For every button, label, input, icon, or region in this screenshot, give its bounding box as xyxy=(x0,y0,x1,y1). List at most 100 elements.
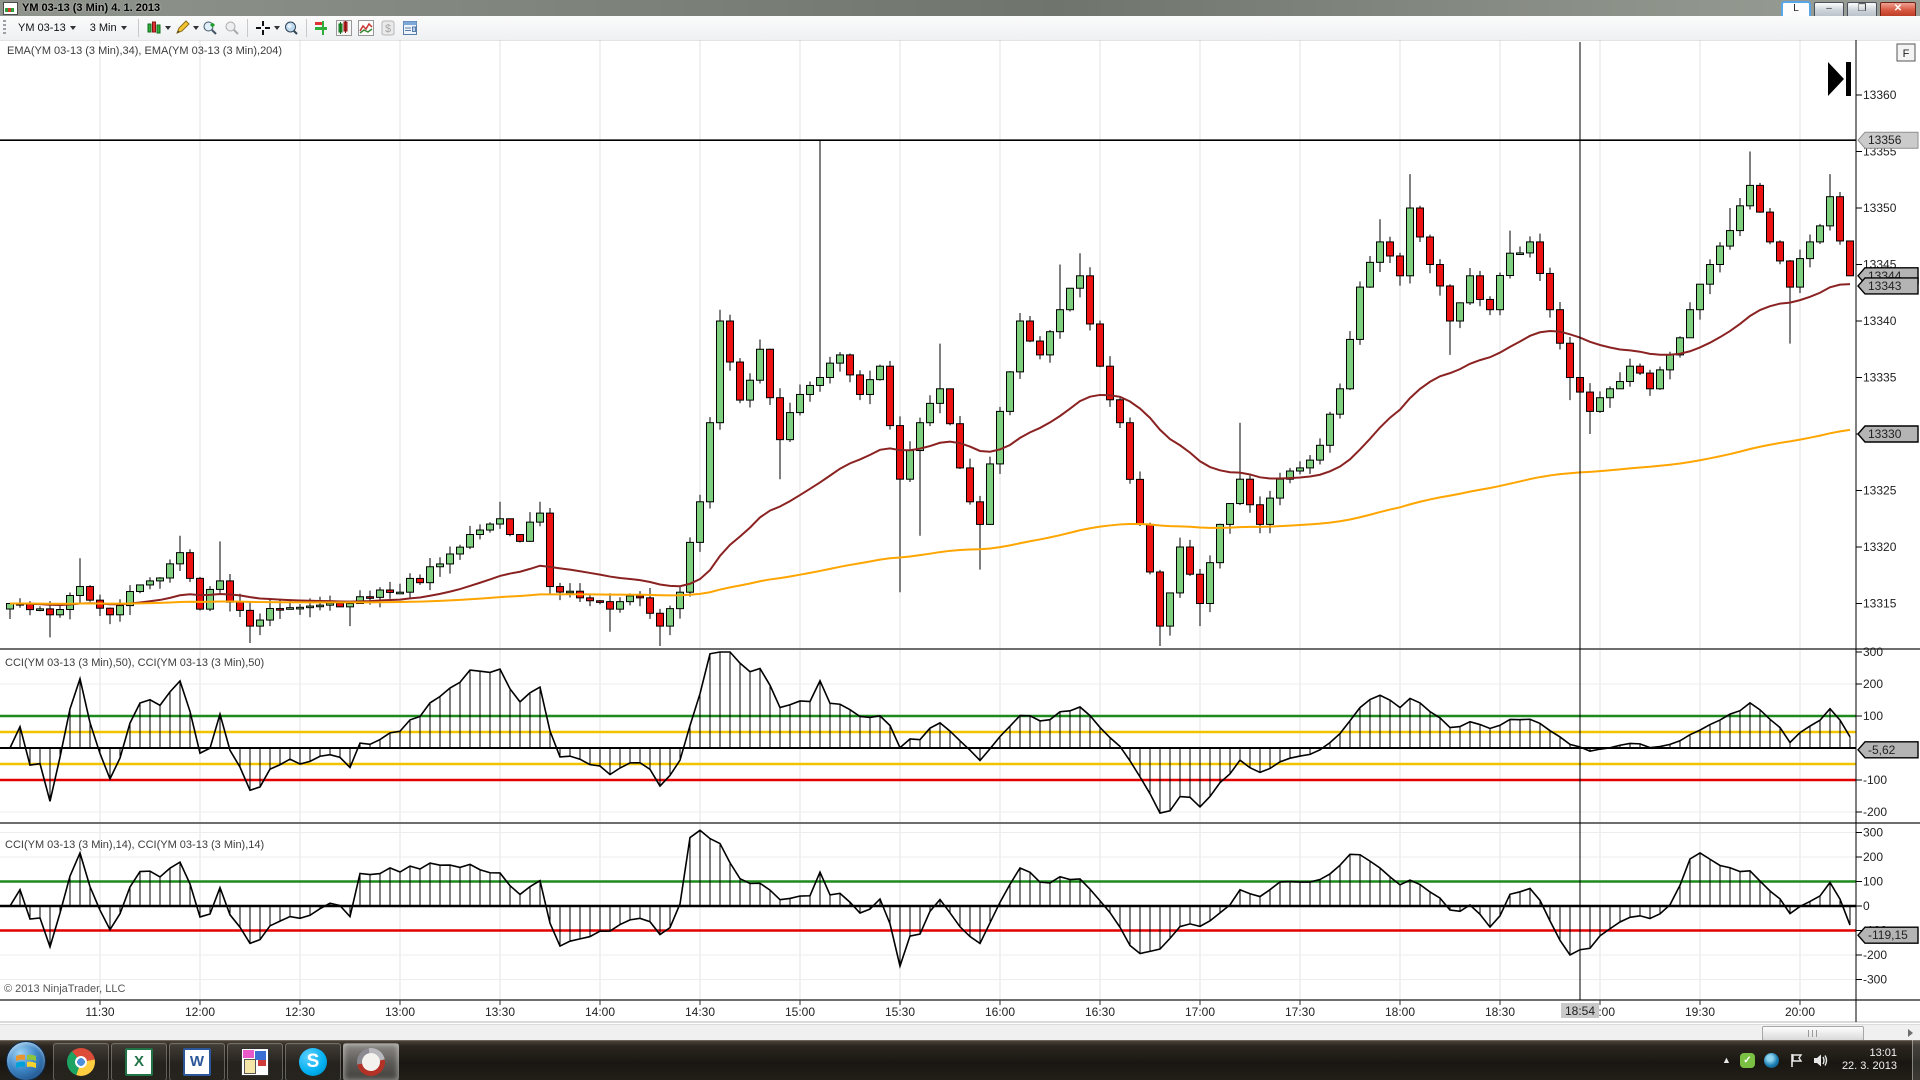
go-to-last-bar-icon[interactable] xyxy=(1828,62,1851,96)
chart-canvas[interactable]: 1336013355133501334513340133351333013325… xyxy=(0,39,1920,1024)
price-marker xyxy=(1857,425,1919,443)
candle-up xyxy=(156,577,164,582)
chart-horizontal-scrollbar[interactable] xyxy=(0,1024,1920,1041)
candle-up xyxy=(806,384,814,395)
candle-down xyxy=(1636,365,1644,374)
chart-style-button[interactable] xyxy=(144,18,164,38)
candle-down xyxy=(46,608,54,616)
chart-trader-button[interactable] xyxy=(312,18,332,38)
action-center-flag-icon[interactable] xyxy=(1788,1052,1804,1068)
taskbar-clock[interactable]: 13:01 22. 3. 2013 xyxy=(1842,1047,1897,1073)
zoom-out-icon xyxy=(225,21,239,35)
data-series-button[interactable] xyxy=(334,18,354,38)
taskbar-app-ninjatrader[interactable] xyxy=(343,1042,399,1080)
cci14-tick-label: 300 xyxy=(1863,826,1883,840)
candle-up xyxy=(836,354,844,364)
candle-down xyxy=(1086,275,1094,325)
chevron-down-icon[interactable] xyxy=(164,26,171,30)
chart-area[interactable]: 1336013355133501334513340133351333013325… xyxy=(0,39,1920,1024)
instrument-selector[interactable]: YM 03-13 xyxy=(11,19,83,37)
taskbar-app-excel[interactable]: X xyxy=(111,1043,167,1080)
crosshair-icon xyxy=(255,21,270,35)
chevron-down-icon[interactable] xyxy=(192,26,199,30)
time-tick-label: 18:30 xyxy=(1485,1005,1515,1019)
candle-up xyxy=(1606,388,1614,399)
candle-up xyxy=(876,365,884,381)
candle-down xyxy=(276,608,284,611)
candle-down xyxy=(886,365,894,427)
candle-up xyxy=(536,512,544,523)
taskbar-app-dictionary[interactable] xyxy=(227,1043,283,1080)
candle-down xyxy=(1536,241,1544,274)
show-desktop-button[interactable] xyxy=(1912,1040,1920,1080)
taskbar: X W S xyxy=(0,1040,1920,1080)
cci50-line xyxy=(9,651,1851,814)
account-button[interactable]: $ xyxy=(378,18,398,38)
candle-down xyxy=(1776,241,1784,262)
scrollbar-thumb[interactable] xyxy=(1762,1026,1864,1041)
cursor-mode-button[interactable] xyxy=(253,18,273,38)
candle-up xyxy=(466,534,474,548)
taskbar-app-chrome[interactable] xyxy=(53,1043,109,1080)
candle-down xyxy=(336,602,344,608)
candle-down xyxy=(776,397,784,441)
candle-down xyxy=(1156,571,1164,627)
scrollbar-right-arrow[interactable] xyxy=(1903,1027,1918,1039)
candle-down xyxy=(846,354,854,376)
start-button[interactable] xyxy=(6,1041,46,1080)
chevron-down-icon[interactable] xyxy=(273,26,280,30)
candle-down xyxy=(646,597,654,614)
price-marker xyxy=(1857,131,1919,149)
candle-down xyxy=(1446,285,1454,322)
dollar-icon: $ xyxy=(381,20,395,36)
candle-up xyxy=(716,320,724,424)
candle-up xyxy=(326,602,334,606)
candle-down xyxy=(896,425,904,480)
candle-up xyxy=(1456,302,1464,322)
candle-up xyxy=(1016,320,1024,373)
candle-up xyxy=(1236,478,1244,505)
skype-status-icon[interactable]: ✓ xyxy=(1739,1052,1755,1068)
candle-up xyxy=(1406,207,1414,277)
candle-down xyxy=(546,512,554,588)
candle-down xyxy=(186,552,194,579)
indicators-button[interactable] xyxy=(356,18,376,38)
candle-up xyxy=(1616,381,1624,390)
candle-down xyxy=(506,518,514,536)
toolbar-grip[interactable] xyxy=(3,20,6,36)
candle-down xyxy=(1256,504,1264,525)
candle-up xyxy=(1066,287,1074,311)
candle-up xyxy=(996,410,1004,465)
candle-up xyxy=(216,580,224,590)
cci50-tick-label: -100 xyxy=(1863,773,1887,787)
candle-down xyxy=(636,595,644,599)
window-title: YM 03-13 (3 Min) 4. 1. 2013 xyxy=(22,2,161,14)
zoom-out-button[interactable] xyxy=(222,18,242,38)
data-box-button[interactable] xyxy=(281,18,301,38)
candle-up xyxy=(166,563,174,579)
candle-up xyxy=(1496,274,1504,311)
window-titlebar[interactable]: YM 03-13 (3 Min) 4. 1. 2013 L – ❐ ✕ xyxy=(0,0,1920,19)
chart-trader-icon xyxy=(314,21,327,35)
price-tick-label: 13325 xyxy=(1863,484,1897,498)
chrome-icon xyxy=(67,1048,95,1076)
zoom-in-button[interactable] xyxy=(200,18,220,38)
tray-app-icon[interactable] xyxy=(1763,1052,1779,1068)
candle-up xyxy=(436,563,444,568)
candle-down xyxy=(946,388,954,425)
candle-up xyxy=(486,523,494,531)
taskbar-app-word[interactable]: W xyxy=(169,1043,225,1080)
fixed-scale-button[interactable] xyxy=(1896,43,1916,62)
properties-button[interactable] xyxy=(400,18,420,38)
candle-up xyxy=(1176,546,1184,594)
candle-up xyxy=(1306,459,1314,469)
candle-down xyxy=(236,601,244,611)
volume-icon[interactable] xyxy=(1813,1052,1829,1068)
interval-selector[interactable]: 3 Min xyxy=(83,19,134,37)
drawing-tools-button[interactable] xyxy=(172,18,192,38)
candle-down xyxy=(1846,240,1854,277)
taskbar-app-skype[interactable]: S xyxy=(285,1043,341,1080)
candle-up xyxy=(1076,275,1084,289)
hidden-icons-button[interactable]: ▲ xyxy=(1722,1055,1731,1065)
minimize-button[interactable]: – xyxy=(1814,2,1844,18)
